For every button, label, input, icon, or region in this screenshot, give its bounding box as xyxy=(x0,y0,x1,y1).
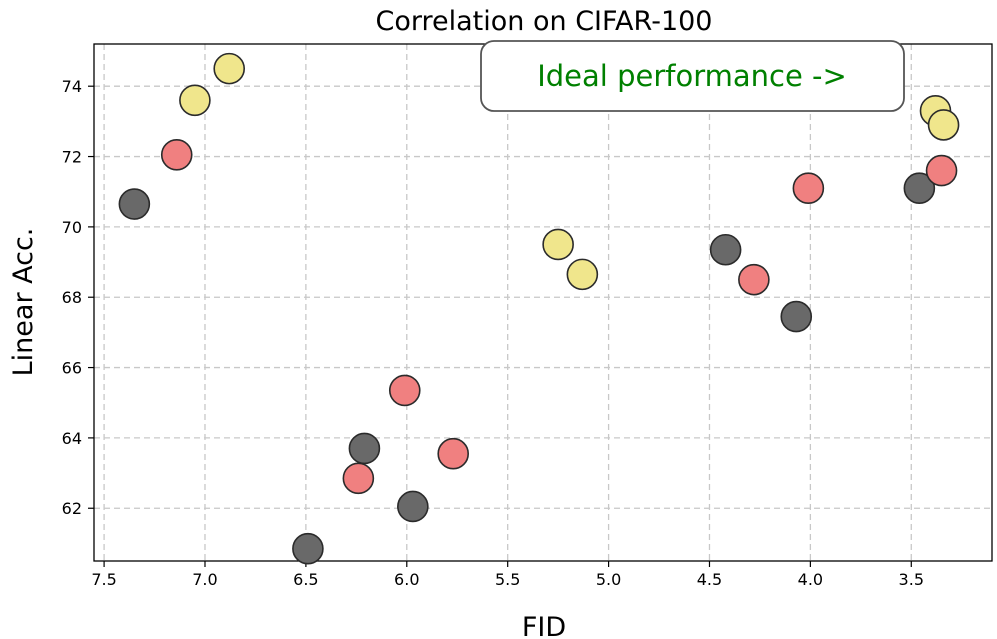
chart-title: Correlation on CIFAR-100 xyxy=(376,6,713,37)
y-axis-label: Linear Acc. xyxy=(8,228,39,377)
scatter-point-series-3 xyxy=(566,258,599,291)
ideal-performance-annotation: Ideal performance -> xyxy=(480,40,905,112)
plot-area-frame xyxy=(93,43,993,562)
scatter-point-series-1 xyxy=(903,172,936,204)
scatter-point-series-3 xyxy=(542,228,574,261)
x-tick-label: 4.0 xyxy=(798,570,823,589)
x-tick-label: 5.5 xyxy=(495,570,520,589)
x-tick-label: 6.5 xyxy=(293,570,318,589)
annotation-box xyxy=(480,40,905,112)
scatter-point-series-1 xyxy=(118,188,151,220)
scatter-point-series-1 xyxy=(780,300,813,333)
y-tick-label: 74 xyxy=(62,77,82,96)
scatter-point-series-2 xyxy=(792,172,825,204)
scatter-point-series-3 xyxy=(927,109,960,141)
x-tick-label: 5.0 xyxy=(596,570,621,589)
x-tick-label: 7.5 xyxy=(91,570,116,589)
data-points xyxy=(118,52,960,565)
scatter-point-series-2 xyxy=(160,138,193,171)
grid-lines xyxy=(94,44,992,561)
scatter-point-series-1 xyxy=(292,532,324,565)
scatter-point-series-2 xyxy=(925,154,958,187)
scatter-point-series-2 xyxy=(738,263,770,296)
scatter-point-series-1 xyxy=(709,233,742,266)
y-tick-label: 72 xyxy=(62,148,82,167)
x-tick-label: 6.0 xyxy=(394,570,419,589)
y-axis: 62 64 66 68 70 72 74 xyxy=(62,77,94,518)
scatter-point-series-2 xyxy=(437,437,470,470)
scatter-point-series-1 xyxy=(348,432,381,465)
x-axis-label: FID xyxy=(522,612,566,639)
x-tick-label: 4.5 xyxy=(697,570,722,589)
x-axis: 7.5 7.0 6.5 6.0 5.5 5.0 4.5 4.0 3.5 xyxy=(91,561,924,589)
y-tick-label: 68 xyxy=(62,288,82,307)
scatter-point-series-1 xyxy=(397,490,429,523)
scatter-point-series-3 xyxy=(213,52,246,85)
scatter-point-series-3 xyxy=(179,84,211,117)
x-tick-label: 3.5 xyxy=(899,570,924,589)
y-tick-label: 70 xyxy=(62,218,82,237)
scatter-point-series-2 xyxy=(342,462,375,495)
y-tick-label: 66 xyxy=(62,359,82,378)
annotation-text: Ideal performance -> xyxy=(537,59,847,93)
y-tick-label: 62 xyxy=(62,499,82,518)
y-tick-label: 64 xyxy=(62,429,82,448)
scatter-point-series-2 xyxy=(388,374,421,407)
x-tick-label: 7.0 xyxy=(192,570,217,589)
